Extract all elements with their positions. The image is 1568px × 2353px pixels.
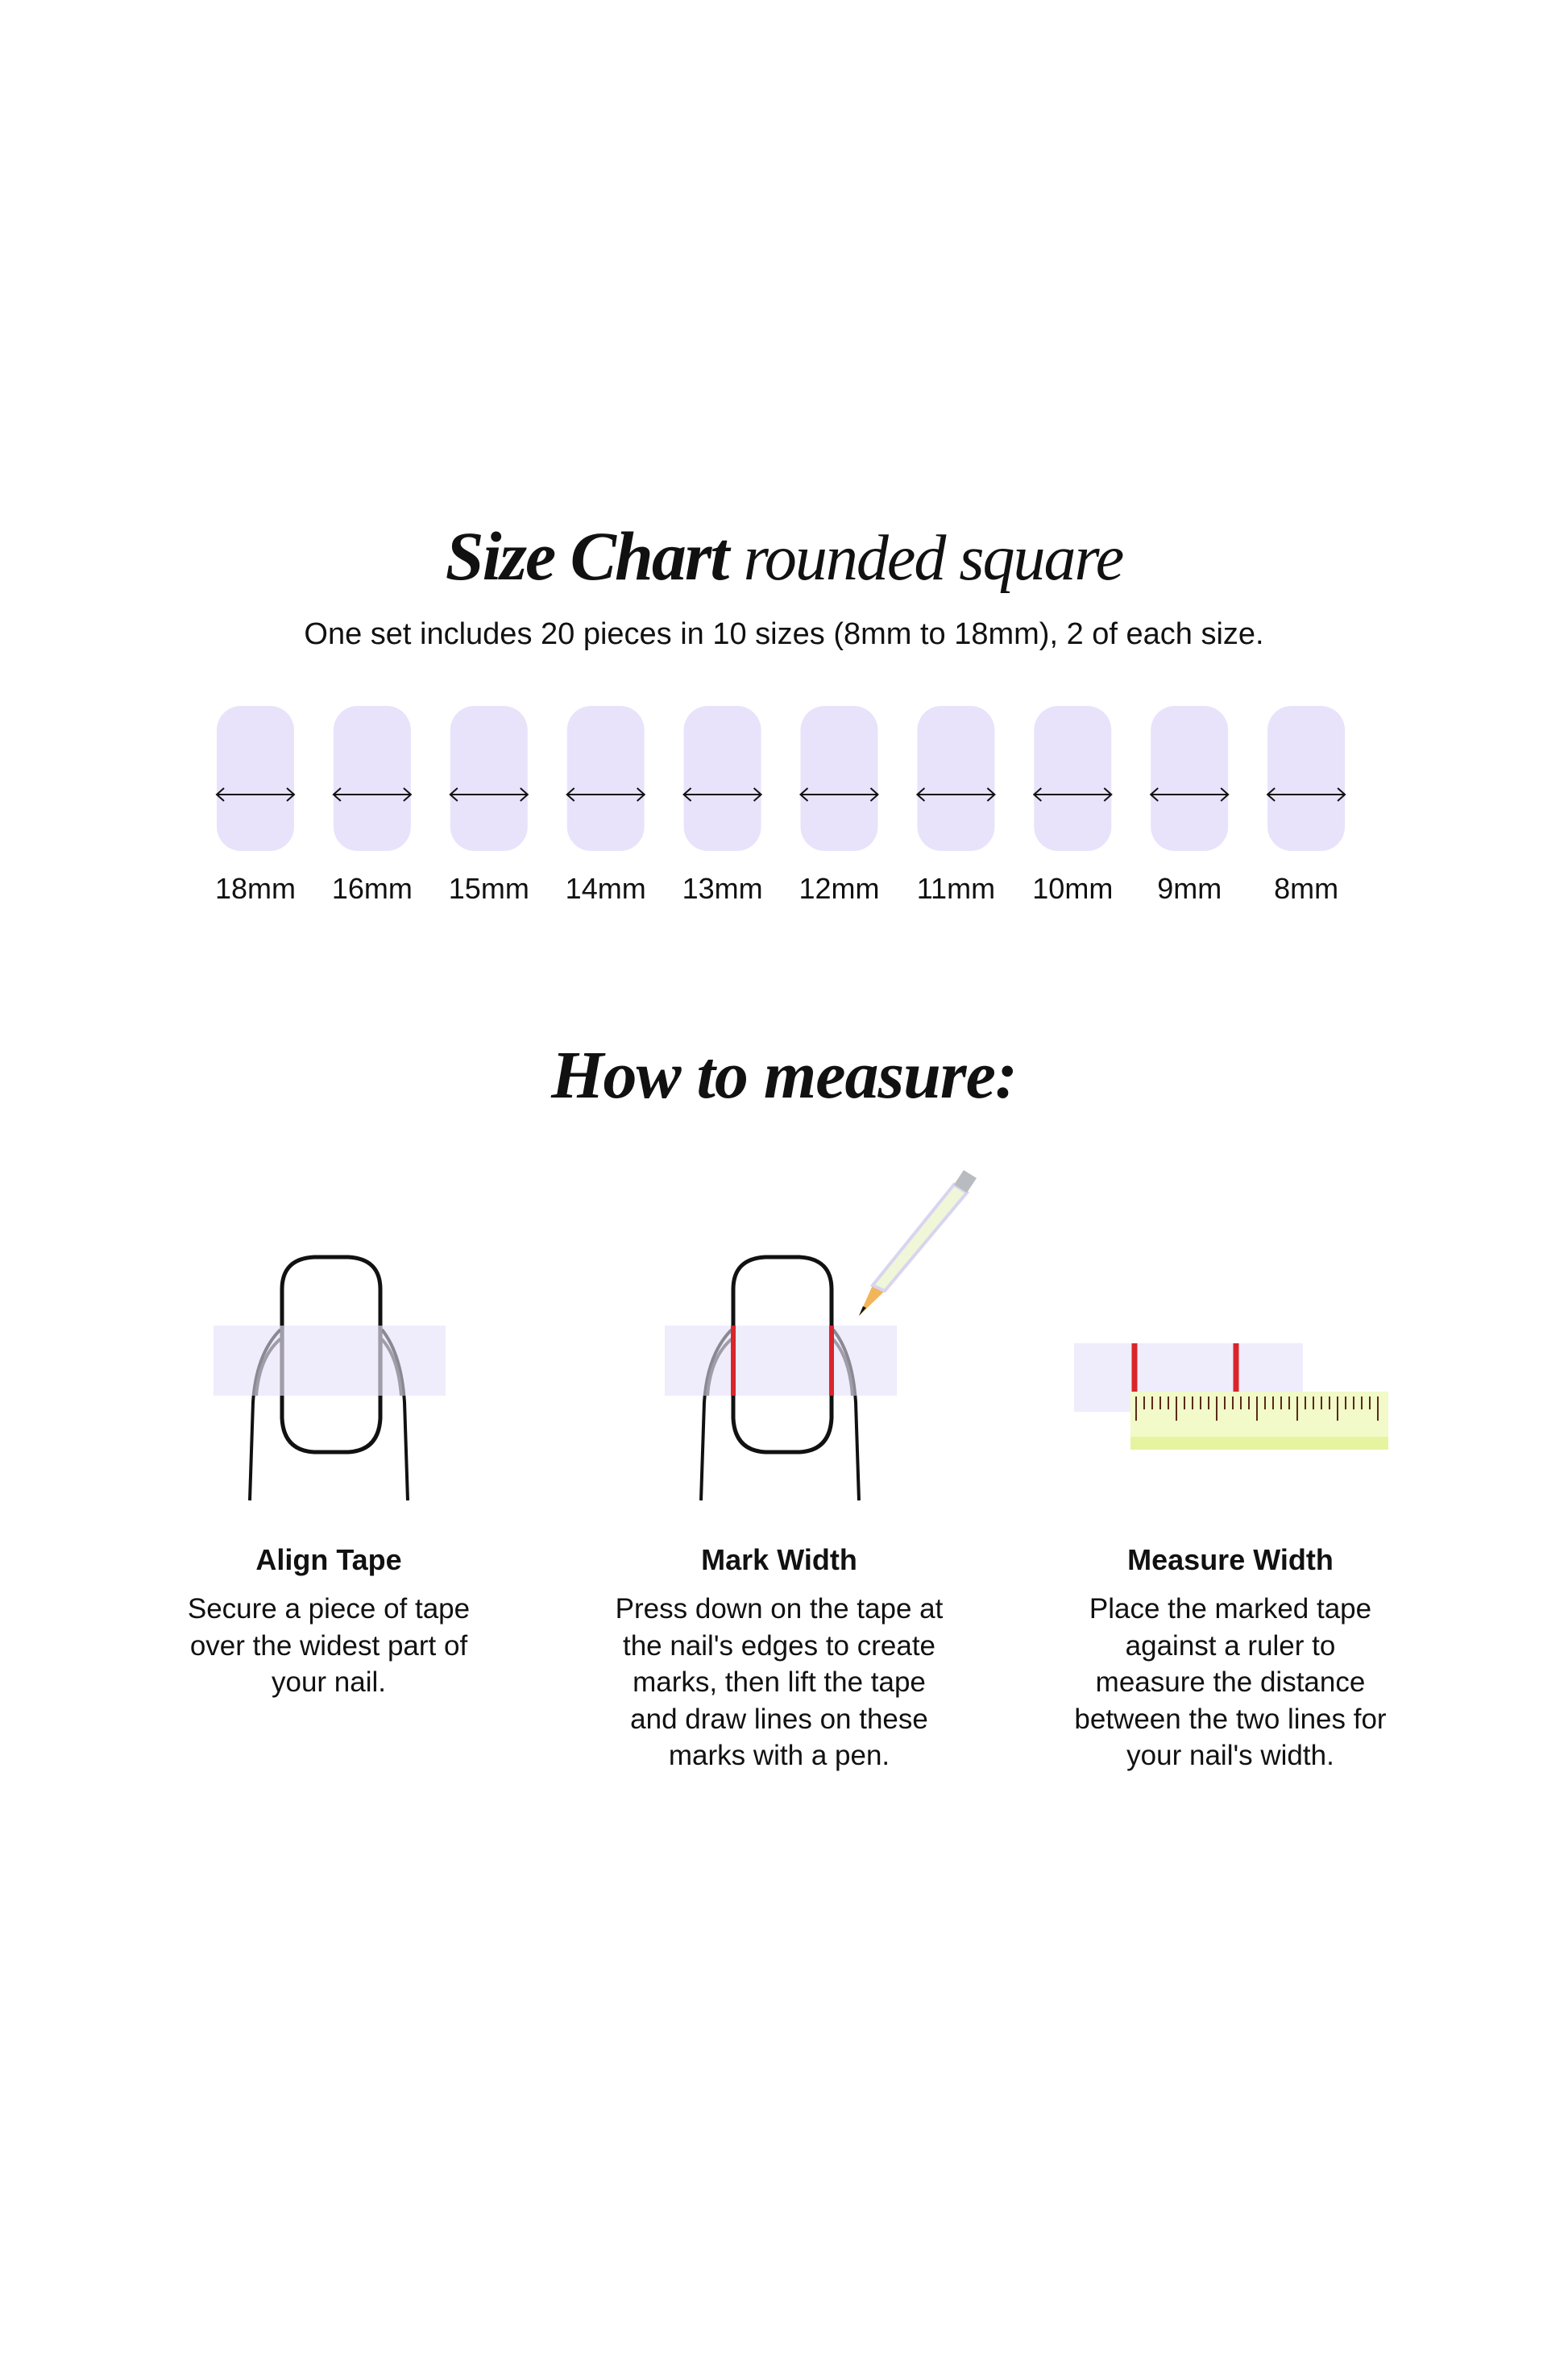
nail-shape (800, 706, 878, 851)
double-arrow-icon (566, 787, 646, 802)
title-shape: rounded square (743, 523, 1124, 594)
measure-width-illustration (1074, 1343, 1388, 1450)
subtitle: One set includes 20 pieces in 10 sizes (… (304, 617, 1264, 651)
size-label: 14mm (565, 872, 646, 905)
step-text: Press down on the tape at the nail's edg… (615, 1593, 944, 1771)
size-label: 8mm (1274, 872, 1339, 905)
nail-shape (683, 706, 761, 851)
double-arrow-icon (682, 787, 763, 802)
nail-shape (1267, 706, 1346, 851)
step-measure-width: Measure Width Place the marked tape agai… (1037, 1541, 1424, 1774)
nail-16mm (332, 706, 413, 851)
ruler-ticks (1135, 1396, 1379, 1421)
nail-11mm (915, 706, 996, 851)
step-text: Secure a piece of tape over the widest p… (187, 1593, 471, 1698)
step-mark-width: Mark Width Press down on the tape at the… (586, 1541, 973, 1774)
double-arrow-icon (915, 787, 996, 802)
nail-15mm (449, 706, 529, 851)
nail-shape (1151, 706, 1229, 851)
title-bold: Size Chart (445, 517, 729, 595)
nail-18mm (215, 706, 296, 851)
size-label: 13mm (682, 872, 763, 905)
double-arrow-icon (799, 787, 880, 802)
pencil-icon (859, 1170, 977, 1316)
double-arrow-icon (449, 787, 529, 802)
nail-shape (217, 706, 294, 851)
nail-14mm (566, 706, 646, 851)
size-label: 18mm (214, 872, 297, 905)
nail-shape (917, 706, 995, 851)
step-title: Measure Width (1127, 1543, 1334, 1576)
double-arrow-icon (215, 787, 296, 802)
mark-width-illustration (665, 1170, 977, 1501)
step-title: Mark Width (701, 1543, 857, 1576)
step-text: Place the marked tape against a ruler to… (1074, 1593, 1387, 1771)
step-title: Align Tape (255, 1543, 402, 1576)
nail-13mm (682, 706, 763, 851)
double-arrow-icon (1149, 787, 1230, 802)
nail-8mm (1266, 706, 1346, 851)
size-label: 12mm (799, 872, 880, 905)
size-label: 11mm (916, 872, 996, 905)
nail-12mm (799, 706, 880, 851)
nail-10mm (1032, 706, 1113, 851)
align-tape-illustration (214, 1255, 446, 1501)
red-marks (1131, 1343, 1239, 1392)
size-label: 10mm (1032, 872, 1114, 905)
how-to-measure-title: How to measure: (551, 1038, 1018, 1113)
nail-shape (333, 706, 411, 851)
nail-shape (566, 706, 645, 851)
size-label: 15mm (448, 872, 529, 905)
nail-9mm (1149, 706, 1230, 851)
double-arrow-icon (1032, 787, 1113, 802)
nail-shape (1034, 706, 1112, 851)
size-label: 16mm (331, 872, 413, 905)
red-marks (731, 1326, 834, 1396)
size-label: 9mm (1157, 872, 1222, 905)
nail-shape (450, 706, 528, 851)
double-arrow-icon (332, 787, 413, 802)
step-align-tape: Align Tape Secure a piece of tape over t… (135, 1541, 522, 1701)
double-arrow-icon (1266, 787, 1346, 802)
page-title: Size Chart rounded square (0, 516, 1568, 599)
